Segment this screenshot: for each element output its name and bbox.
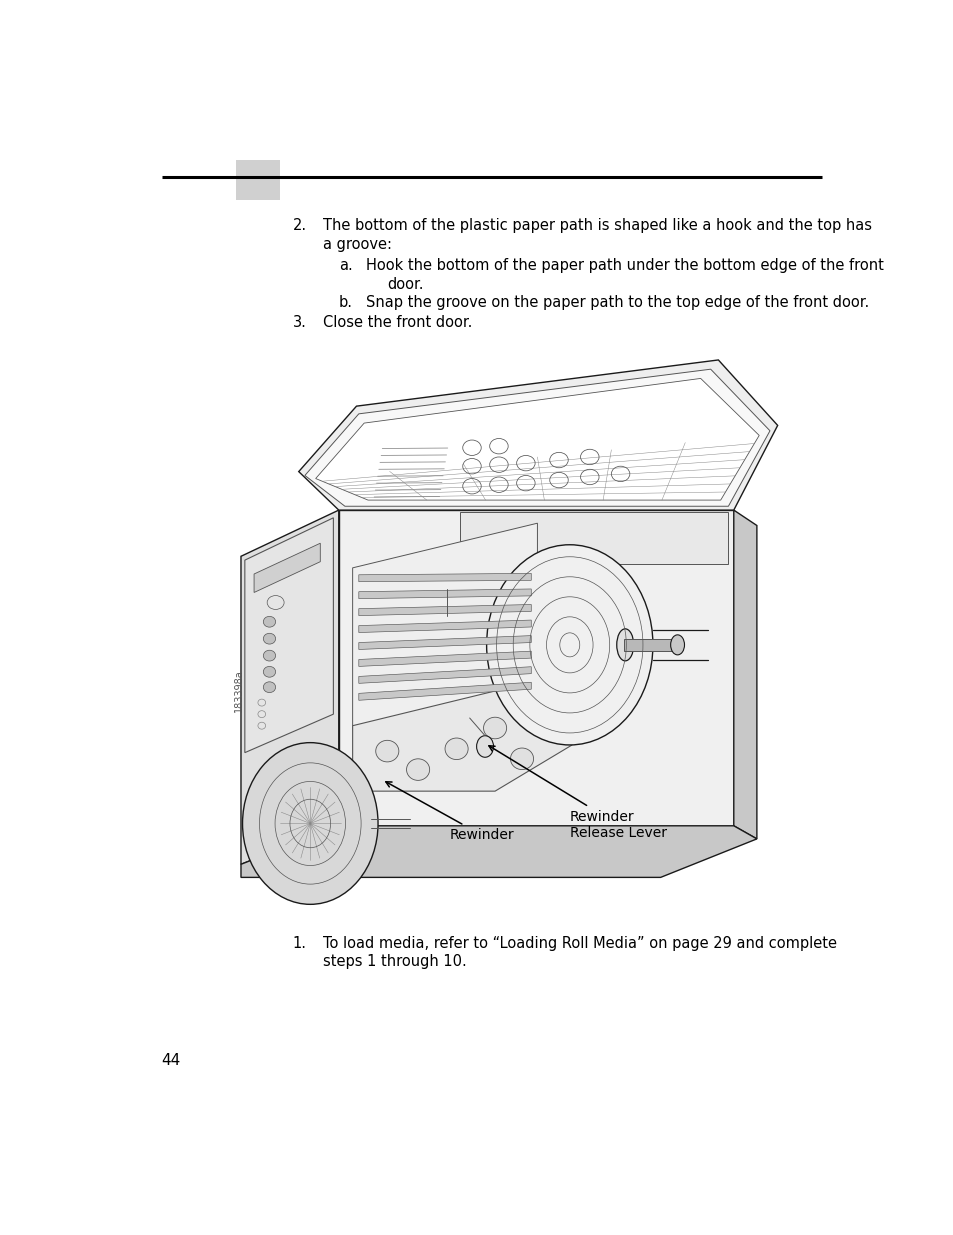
Polygon shape [338,510,733,826]
Text: Close the front door.: Close the front door. [323,315,473,330]
Ellipse shape [483,718,506,739]
Bar [235,159,280,200]
Text: 3.: 3. [293,315,306,330]
Polygon shape [245,517,333,752]
Ellipse shape [670,635,684,655]
Ellipse shape [486,545,652,745]
Polygon shape [353,524,537,730]
Polygon shape [305,369,769,506]
Polygon shape [253,543,320,593]
Ellipse shape [406,758,429,781]
Polygon shape [733,510,756,839]
Text: 2.: 2. [293,219,306,233]
Polygon shape [358,573,531,582]
Ellipse shape [263,667,275,677]
Text: To load media, refer to “Loading Roll Media” on page 29 and complete: To load media, refer to “Loading Roll Me… [323,936,837,951]
Polygon shape [358,604,531,615]
Ellipse shape [263,682,275,693]
Text: door.: door. [387,277,423,291]
Polygon shape [358,682,531,700]
Ellipse shape [510,748,533,769]
Ellipse shape [476,736,493,757]
Text: 44: 44 [161,1053,181,1068]
Ellipse shape [242,742,377,904]
Polygon shape [358,620,531,632]
Polygon shape [358,667,531,683]
Polygon shape [623,638,677,651]
Text: a groove:: a groove: [323,237,392,252]
Polygon shape [460,513,728,564]
Polygon shape [241,826,756,877]
Ellipse shape [263,616,275,627]
Text: 183398a: 183398a [233,669,243,713]
Text: 1.: 1. [293,936,306,951]
Ellipse shape [616,629,633,661]
Polygon shape [353,680,572,792]
Text: Snap the groove on the paper path to the top edge of the front door.: Snap the groove on the paper path to the… [366,295,869,310]
Polygon shape [241,510,338,864]
Polygon shape [315,378,759,500]
Text: Rewinder
Release Lever: Rewinder Release Lever [488,746,666,840]
Polygon shape [358,589,531,599]
Text: Hook the bottom of the paper path under the bottom edge of the front: Hook the bottom of the paper path under … [366,258,883,273]
Ellipse shape [444,739,468,760]
Ellipse shape [263,634,275,645]
Bar [221,341,760,910]
Text: Rewinder: Rewinder [385,782,514,842]
Text: The bottom of the plastic paper path is shaped like a hook and the top has: The bottom of the plastic paper path is … [323,219,871,233]
Ellipse shape [375,740,398,762]
Polygon shape [358,636,531,650]
Polygon shape [298,359,777,510]
Polygon shape [358,651,531,667]
Ellipse shape [263,651,275,661]
Text: b.: b. [338,295,353,310]
Text: a.: a. [338,258,353,273]
Text: steps 1 through 10.: steps 1 through 10. [323,955,467,969]
